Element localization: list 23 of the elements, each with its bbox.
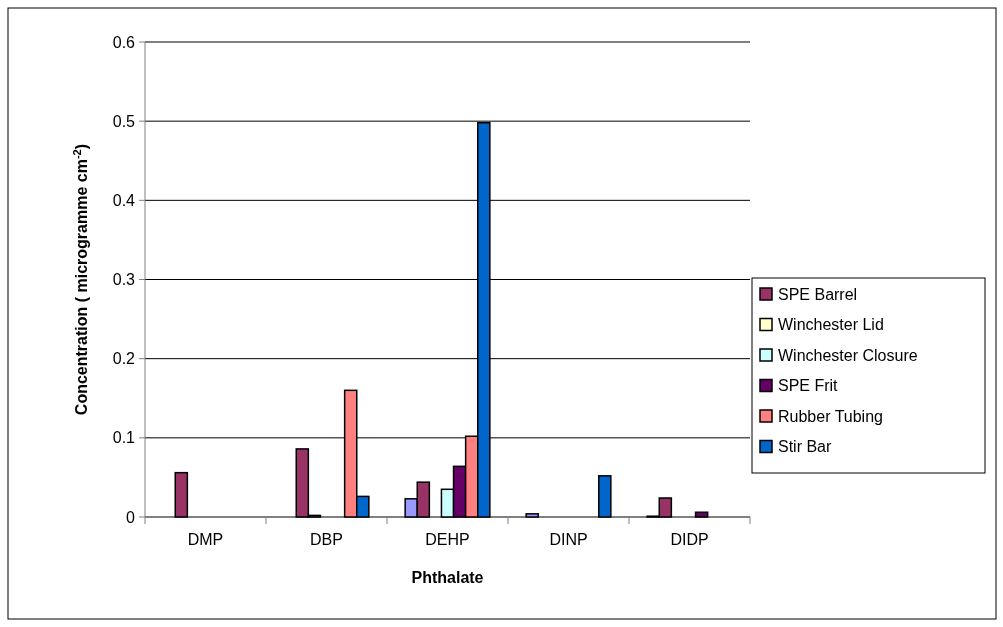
legend-label: Winchester Closure <box>778 346 918 364</box>
bar <box>174 471 189 518</box>
bar <box>525 513 539 518</box>
y-tick-label: 0.2 <box>112 350 136 368</box>
legend-label: SPE Frit <box>778 377 839 395</box>
x-tick-label: DEHP <box>425 531 470 548</box>
x-tick-label: DBP <box>310 531 343 548</box>
x-tick-label: DMP <box>187 531 224 548</box>
x-axis-title: Phthalate <box>411 569 484 586</box>
bar <box>598 475 612 518</box>
y-tick-label: 0.5 <box>112 112 136 130</box>
y-tick-label: 0.4 <box>112 191 136 209</box>
y-tick-label: 0.3 <box>112 271 136 289</box>
legend-label: Stir Bar <box>778 438 833 456</box>
legend-label: SPE Barrel <box>778 285 858 303</box>
x-tick-label: DIDP <box>670 531 709 548</box>
y-tick-label: 0.6 <box>112 33 136 51</box>
x-tick-label: DINP <box>549 531 588 548</box>
y-tick-label: 0.1 <box>112 429 136 447</box>
bar <box>694 511 709 518</box>
legend-label: Winchester Lid <box>778 316 884 334</box>
y-tick-label: 0 <box>126 508 136 526</box>
legend-label: Rubber Tubing <box>778 407 883 425</box>
